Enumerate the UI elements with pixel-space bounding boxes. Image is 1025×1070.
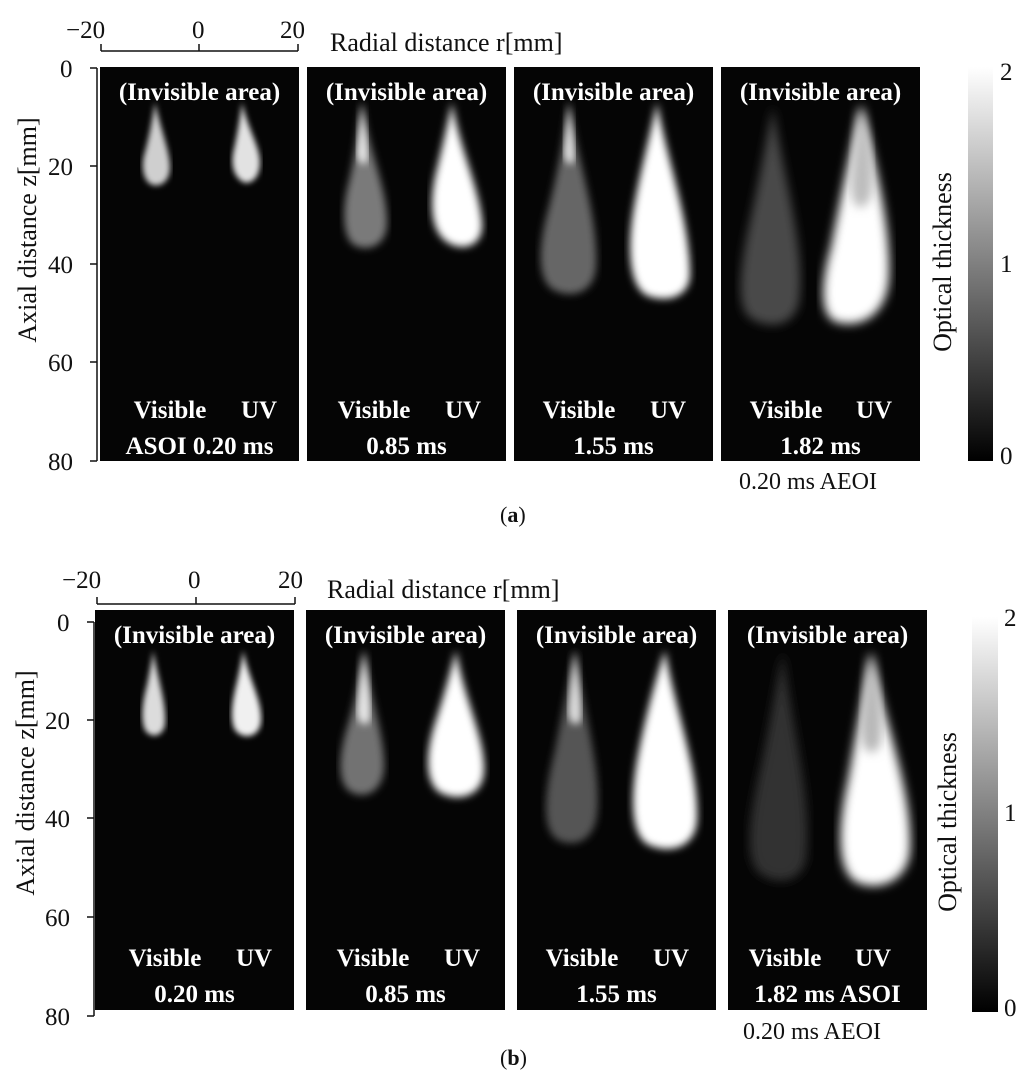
z-tick-20: 20: [48, 154, 73, 181]
colorbar-mid-label: 1: [1000, 251, 1013, 278]
visible-label: Visible: [128, 945, 202, 972]
r-tick-neg20: −20: [66, 17, 106, 44]
radial-axis-title: Radial distance r[mm]: [327, 575, 560, 604]
invisible-area-label: (Invisible area): [535, 622, 698, 649]
spray-image-b2: [340, 650, 485, 798]
r-tick-20: 20: [280, 17, 305, 44]
spray-image-b3: [545, 650, 698, 849]
colorbar-max-label: 2: [1004, 605, 1017, 632]
spray-image-a4: [740, 105, 890, 325]
colorbar-min-label: 0: [1000, 443, 1013, 470]
colorbar-b: [972, 617, 998, 1012]
visible-label: Visible: [337, 397, 411, 424]
invisible-area-label: (Invisible area): [324, 622, 487, 649]
time-label-a2: 0.85 ms: [366, 433, 447, 460]
z-tick-0: 0: [60, 56, 73, 83]
time-label-a1: ASOI 0.20 ms: [125, 433, 274, 460]
invisible-area-label: (Invisible area): [746, 622, 909, 649]
spray-panel-a4: (Invisible area) Visible UV 1.82 ms: [721, 67, 920, 461]
time-label-a4: 1.82 ms: [780, 433, 861, 460]
aeoi-note-a: 0.20 ms AEOI: [739, 469, 877, 495]
time-label-b2: 0.85 ms: [365, 981, 446, 1008]
time-label-a3: 1.55 ms: [573, 433, 654, 460]
visible-label: Visible: [133, 397, 207, 424]
r-tick-20: 20: [278, 567, 303, 594]
z-tick-80: 80: [45, 1004, 70, 1031]
figure-a: −20 0 20 Radial distance r[mm] 0 20 40 6…: [13, 17, 1013, 527]
z-tick-80: 80: [48, 449, 73, 476]
aeoi-note-b: 0.20 ms AEOI: [743, 1019, 881, 1045]
invisible-area-label: (Invisible area): [739, 79, 902, 106]
z-tick-40: 40: [45, 806, 70, 833]
r-tick-neg20: −20: [62, 567, 102, 594]
spray-image-b4: [749, 652, 911, 886]
z-tick-40: 40: [48, 252, 73, 279]
z-tick-60: 60: [48, 350, 73, 377]
uv-label: UV: [854, 945, 892, 972]
axial-axis-b: [87, 621, 95, 1017]
visible-label: Visible: [749, 397, 823, 424]
time-label-b4: 1.82 ms ASOI: [754, 981, 901, 1008]
spray-panel-b3: (Invisible area) Visible UV 1.55 ms: [517, 610, 716, 1010]
visible-label: Visible: [542, 397, 616, 424]
spray-image-a3: [540, 102, 691, 299]
invisible-area-label: (Invisible area): [118, 79, 281, 106]
time-label-b3: 1.55 ms: [576, 981, 657, 1008]
colorbar-a: [968, 67, 993, 461]
axial-axis-title: Axial distance z[mm]: [13, 117, 42, 343]
r-tick-0: 0: [192, 17, 205, 44]
colorbar-title: Optical thickness: [933, 732, 962, 912]
colorbar-min-label: 0: [1004, 995, 1017, 1022]
visible-label: Visible: [545, 945, 619, 972]
colorbar-title: Optical thickness: [928, 172, 957, 352]
spray-panel-b4: (Invisible area) Visible UV 1.82 ms ASOI: [728, 610, 927, 1010]
figure-caption-a: (a): [500, 502, 526, 527]
invisible-area-label: (Invisible area): [325, 79, 488, 106]
r-tick-0: 0: [188, 567, 201, 594]
spray-image-b1: [142, 650, 262, 737]
spray-panel-a3: (Invisible area) Visible UV 1.55 ms: [514, 67, 713, 461]
spray-panel-a1: (Invisible area) Visible UV ASOI 0.20 ms: [100, 67, 299, 461]
spray-image-a2: [344, 102, 483, 248]
caption-letter: a: [507, 502, 519, 527]
time-label-b1: 0.20 ms: [154, 981, 235, 1008]
figure-caption-b: (b): [500, 1045, 527, 1070]
radial-axis-a: [100, 44, 299, 52]
radial-axis-title: Radial distance r[mm]: [330, 28, 563, 57]
spray-panel-b1: (Invisible area) Visible UV 0.20 ms: [95, 610, 294, 1010]
uv-label: UV: [443, 945, 481, 972]
uv-label: UV: [652, 945, 690, 972]
uv-label: UV: [855, 397, 893, 424]
axial-axis-title: Axial distance z[mm]: [11, 670, 40, 896]
spray-panel-a2: (Invisible area) Visible UV 0.85 ms: [307, 67, 506, 461]
visible-label: Visible: [336, 945, 410, 972]
caption-letter: b: [507, 1045, 520, 1070]
z-tick-0: 0: [57, 610, 70, 637]
uv-label: UV: [235, 945, 273, 972]
spray-panel-b2: (Invisible area) Visible UV 0.85 ms: [306, 610, 505, 1010]
uv-label: UV: [240, 397, 278, 424]
z-tick-20: 20: [45, 708, 70, 735]
spray-image-a1: [142, 102, 260, 186]
radial-axis-b: [96, 597, 296, 605]
colorbar-mid-label: 1: [1004, 800, 1017, 827]
invisible-area-label: (Invisible area): [113, 622, 276, 649]
uv-label: UV: [649, 397, 687, 424]
invisible-area-label: (Invisible area): [532, 79, 695, 106]
z-tick-60: 60: [45, 905, 70, 932]
figure-b: −20 0 20 Radial distance r[mm] 0 20 40 6…: [0, 560, 1025, 1070]
colorbar-max-label: 2: [1000, 59, 1013, 86]
uv-label: UV: [444, 397, 482, 424]
axial-axis-a: [90, 67, 98, 462]
visible-label: Visible: [748, 945, 822, 972]
